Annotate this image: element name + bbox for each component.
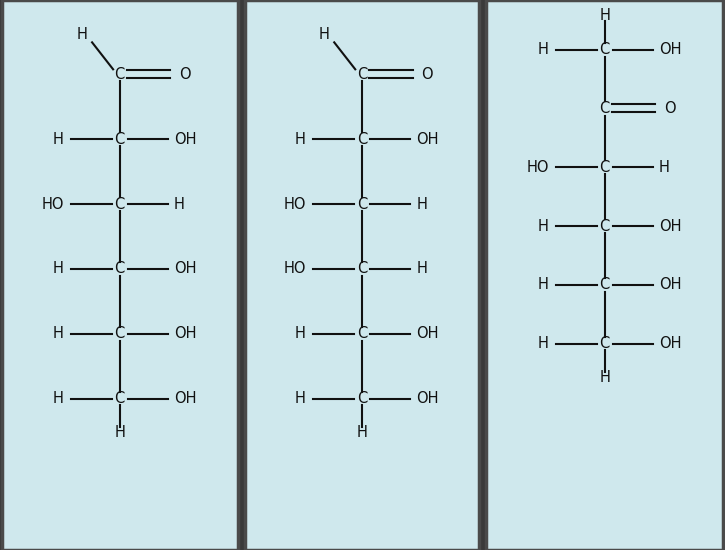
Text: H: H — [115, 425, 125, 441]
Text: H: H — [538, 218, 549, 234]
Text: H: H — [599, 8, 610, 23]
Bar — [2, 0, 238, 550]
Text: HO: HO — [283, 261, 306, 277]
Text: OH: OH — [174, 131, 196, 147]
Bar — [245, 0, 479, 550]
Text: H: H — [356, 425, 367, 441]
Text: C: C — [357, 326, 367, 342]
Text: OH: OH — [659, 277, 681, 293]
Text: C: C — [600, 160, 610, 175]
Bar — [486, 0, 723, 550]
Text: O: O — [421, 67, 433, 82]
Text: C: C — [357, 196, 367, 212]
Text: C: C — [600, 101, 610, 116]
Text: C: C — [115, 326, 125, 342]
Text: OH: OH — [416, 391, 439, 406]
Text: H: H — [295, 326, 306, 342]
Text: C: C — [115, 196, 125, 212]
Text: H: H — [53, 131, 64, 147]
Text: H: H — [53, 326, 64, 342]
Text: C: C — [600, 218, 610, 234]
Text: OH: OH — [174, 391, 196, 406]
Text: HO: HO — [41, 196, 64, 212]
Text: OH: OH — [174, 261, 196, 277]
Text: OH: OH — [659, 218, 681, 234]
Text: C: C — [357, 131, 367, 147]
Text: C: C — [357, 67, 367, 82]
Text: C: C — [115, 261, 125, 277]
Text: C: C — [357, 261, 367, 277]
Text: C: C — [115, 391, 125, 406]
Text: O: O — [179, 67, 191, 82]
Text: HO: HO — [283, 196, 306, 212]
Text: C: C — [600, 277, 610, 293]
Text: HO: HO — [526, 160, 549, 175]
Text: OH: OH — [416, 131, 439, 147]
Text: C: C — [600, 42, 610, 57]
Text: H: H — [659, 160, 670, 175]
Text: H: H — [53, 391, 64, 406]
Text: H: H — [53, 261, 64, 277]
Text: O: O — [664, 101, 676, 116]
Text: H: H — [538, 42, 549, 57]
Text: OH: OH — [416, 326, 439, 342]
Text: H: H — [538, 336, 549, 351]
Text: H: H — [416, 261, 427, 277]
Text: H: H — [295, 391, 306, 406]
Text: H: H — [538, 277, 549, 293]
Text: H: H — [599, 370, 610, 386]
Text: C: C — [600, 336, 610, 351]
Text: C: C — [115, 67, 125, 82]
Text: H: H — [318, 27, 329, 42]
Text: OH: OH — [659, 42, 681, 57]
Text: H: H — [416, 196, 427, 212]
Text: OH: OH — [659, 336, 681, 351]
Text: H: H — [174, 196, 185, 212]
Text: C: C — [357, 391, 367, 406]
Text: H: H — [77, 27, 88, 42]
Text: OH: OH — [174, 326, 196, 342]
Text: H: H — [295, 131, 306, 147]
Text: C: C — [115, 131, 125, 147]
